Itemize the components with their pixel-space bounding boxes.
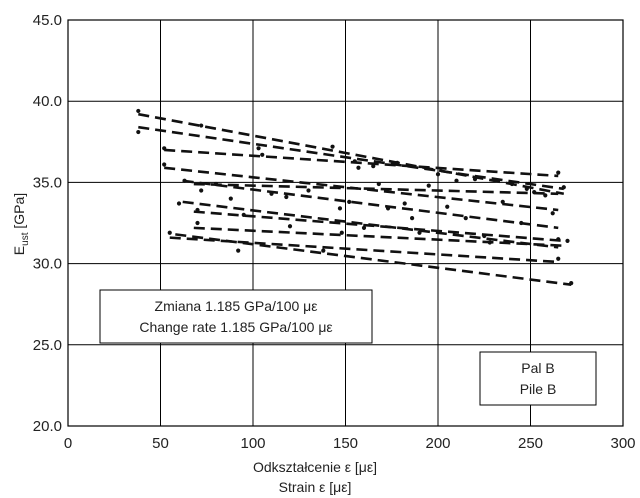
x-tick-label: 150 xyxy=(333,435,358,452)
data-point xyxy=(500,199,505,204)
data-point xyxy=(524,186,529,191)
data-point xyxy=(330,144,335,149)
data-point xyxy=(339,230,344,235)
data-point xyxy=(519,220,524,226)
plot-frame xyxy=(67,19,624,427)
x-tick-label: 200 xyxy=(425,435,450,452)
data-point xyxy=(199,188,204,193)
data-point xyxy=(361,225,367,230)
x-tick-label: 0 xyxy=(64,435,72,452)
y-axis-title-subscript: ust xyxy=(20,232,31,246)
change-rate-box xyxy=(99,289,373,344)
change-rate-label-pl: Zmiana 1.185 GPa/100 με xyxy=(155,298,318,314)
change-rate-label-en: Change rate 1.185 GPa/100 με xyxy=(139,319,332,335)
trend-line xyxy=(193,210,564,243)
data-point xyxy=(376,181,381,187)
data-point xyxy=(556,170,561,175)
x-axis-title-english: Strain ε [με] xyxy=(279,479,352,495)
x-tick-label: 50 xyxy=(152,435,169,452)
data-point xyxy=(402,201,407,206)
grid xyxy=(68,20,623,426)
trend-line xyxy=(164,166,559,212)
data-point xyxy=(556,256,561,261)
data-point xyxy=(482,233,487,239)
data-point xyxy=(256,146,261,151)
data-point xyxy=(167,230,172,235)
data-point xyxy=(241,212,246,217)
trend-line xyxy=(169,236,559,264)
x-tick-label: 300 xyxy=(610,435,635,452)
tick-labels: 0 50 100 150 200 250 300 20.0 25.0 30.0 35.0 40.0 45… xyxy=(33,12,636,452)
trend-line xyxy=(182,179,559,230)
y-tick-label: 25.0 xyxy=(33,337,62,354)
data-point xyxy=(385,206,391,211)
data-point xyxy=(284,194,289,200)
data-point xyxy=(136,108,141,114)
data-point xyxy=(395,160,400,166)
pile-label-pl: Pal B xyxy=(521,360,554,376)
data-point xyxy=(356,165,361,170)
data-point xyxy=(472,177,478,182)
data-point xyxy=(435,172,441,177)
pile-box xyxy=(479,351,597,406)
data-point xyxy=(352,159,357,164)
data-point xyxy=(487,240,492,245)
data-point xyxy=(445,204,450,209)
data-point xyxy=(162,146,167,151)
x-axis-title: Odkształcenie ε [με] xyxy=(253,459,377,475)
data-point xyxy=(561,185,566,190)
data-point xyxy=(532,190,537,195)
data-point xyxy=(454,178,459,183)
data-point xyxy=(195,207,200,213)
data-point xyxy=(426,183,431,188)
trend-line xyxy=(193,182,559,196)
data-point xyxy=(162,162,167,167)
data-point xyxy=(371,164,376,169)
data-point xyxy=(195,220,200,226)
pile-label-en: Pile B xyxy=(520,381,557,397)
trend-line xyxy=(164,148,559,178)
trend-lines xyxy=(138,112,572,287)
data-point xyxy=(321,248,326,253)
trend-line xyxy=(138,112,565,196)
data-point xyxy=(306,188,311,193)
data-point xyxy=(556,237,561,242)
data-point xyxy=(543,193,548,198)
data-point xyxy=(463,216,468,221)
data-point xyxy=(509,181,515,187)
data-point xyxy=(347,199,352,204)
x-tick-label: 250 xyxy=(518,435,543,452)
data-point xyxy=(565,238,570,243)
trend-line xyxy=(175,233,572,287)
x-tick-label: 100 xyxy=(240,435,265,452)
data-point xyxy=(337,206,343,211)
trend-line xyxy=(138,125,564,191)
y-axis-title-main: E xyxy=(11,246,27,255)
data-point xyxy=(550,211,555,216)
data-point xyxy=(213,181,219,187)
data-point xyxy=(569,280,574,286)
data-point xyxy=(417,230,422,235)
data-point xyxy=(269,191,274,196)
trend-line xyxy=(193,226,564,248)
data-points xyxy=(136,108,574,286)
y-tick-label: 45.0 xyxy=(33,12,62,29)
data-point xyxy=(287,224,293,229)
data-point xyxy=(260,152,265,157)
y-tick-label: 30.0 xyxy=(33,256,62,273)
data-point xyxy=(176,201,182,206)
y-axis-title-unit: [GPa] xyxy=(11,193,27,233)
data-point xyxy=(199,123,204,128)
y-tick-label: 40.0 xyxy=(33,93,62,110)
data-point xyxy=(182,178,187,183)
y-tick-label: 35.0 xyxy=(33,174,62,191)
data-point xyxy=(136,129,141,135)
data-point xyxy=(236,248,241,253)
data-point xyxy=(228,196,233,201)
data-point xyxy=(410,216,415,221)
y-axis-title: Eust [GPa] xyxy=(11,193,31,255)
y-tick-label: 20.0 xyxy=(33,418,62,435)
